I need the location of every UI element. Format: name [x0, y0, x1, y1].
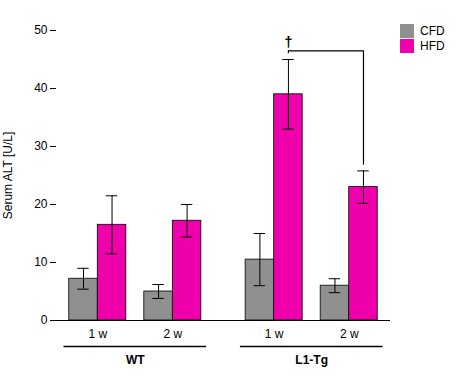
svg-text:0: 0	[41, 313, 48, 327]
svg-text:Serum ALT [U/L]: Serum ALT [U/L]	[1, 132, 15, 220]
svg-text:50: 50	[34, 23, 48, 37]
svg-text:2 w: 2 w	[340, 327, 359, 341]
svg-text:WT: WT	[126, 353, 145, 367]
svg-text:40: 40	[34, 81, 48, 95]
svg-text:1 w: 1 w	[265, 327, 284, 341]
svg-text:†: †	[284, 33, 292, 50]
svg-text:10: 10	[34, 255, 48, 269]
svg-text:1 w: 1 w	[88, 327, 107, 341]
html-text:CFD: CFD	[420, 24, 445, 38]
html-text:HFD: HFD	[420, 39, 445, 53]
svg-text:20: 20	[34, 197, 48, 211]
svg-text:30: 30	[34, 139, 48, 153]
svg-text:L1-Tg: L1-Tg	[295, 353, 328, 367]
svg-text:2 w: 2 w	[163, 327, 182, 341]
